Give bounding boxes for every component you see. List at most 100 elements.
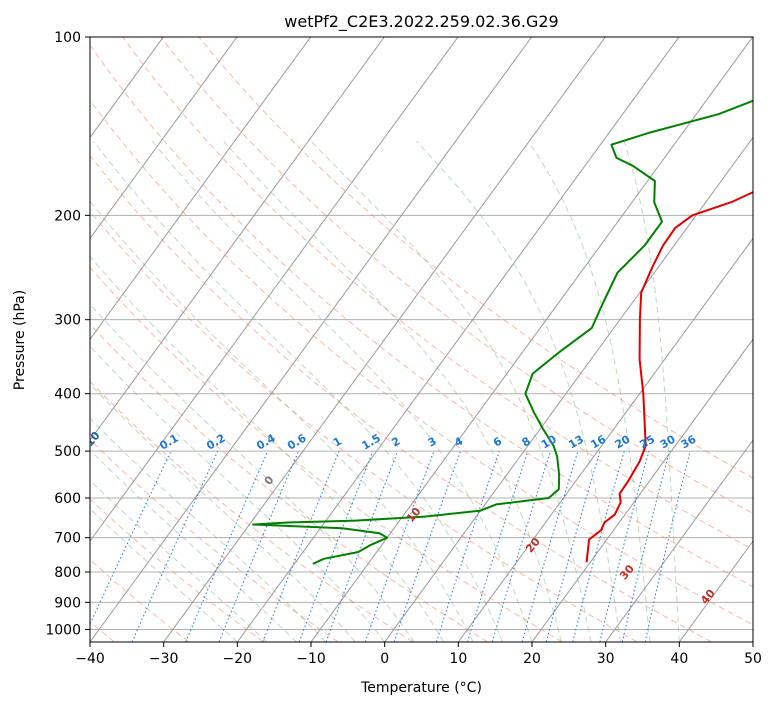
y-tick-label: 800: [54, 565, 81, 581]
isotherm-line: [90, 37, 459, 542]
x-tick-label: 50: [744, 651, 762, 667]
mixing-ratio-line: [491, 450, 552, 642]
moist-adiabat-line: [528, 141, 651, 642]
isotherm-line: [531, 338, 753, 642]
isotherm-line: [90, 37, 238, 240]
mixing-ratio-label: 30: [658, 432, 678, 451]
x-tick-label: −10: [296, 651, 326, 667]
plot-frame: [89, 36, 754, 643]
x-tick-label: 30: [597, 651, 615, 667]
y-axis-label: Pressure (hPa): [12, 290, 28, 390]
x-tick-label: −30: [149, 651, 179, 667]
dry-adiabat-line: [90, 323, 488, 642]
y-tick-label: 300: [54, 313, 81, 329]
mixing-ratio-line: [599, 450, 650, 642]
moist-adiabat-line: [90, 345, 386, 642]
y-tick-label: 700: [54, 531, 81, 547]
dry-adiabat-line: [90, 498, 264, 642]
mixing-ratio-line: [644, 450, 691, 642]
mixing-ratio-label: 4: [452, 434, 465, 449]
dry-adiabat-line: [160, 37, 753, 514]
x-tick-label: 10: [449, 651, 467, 667]
x-tick-label: −20: [223, 651, 253, 667]
isotherm-line: [752, 641, 753, 642]
mixing-ratio-line: [364, 450, 435, 642]
mixing-ratio-label: 36: [679, 432, 699, 451]
mixing-ratio-label: 10: [539, 432, 559, 451]
dry-adiabat-line: [90, 266, 563, 642]
dry-adiabat-line: [122, 37, 753, 551]
moist-adiabat-line: [310, 140, 592, 642]
mixing-ratio-label: 0.1: [157, 432, 180, 453]
mixing-ratio-line: [435, 450, 500, 642]
y-tick-label: 500: [54, 444, 81, 460]
y-tick-label: 1000: [45, 622, 81, 638]
chart-title: wetPf2_C2E3.2022.259.02.36.G29: [284, 12, 558, 32]
moist-adiabat-line: [90, 479, 268, 642]
dry-adiabat-label: -10: [80, 429, 103, 453]
mixing-ratio-label: 0.6: [285, 431, 309, 452]
isotherm-line: [163, 37, 606, 642]
mixing-ratio-line: [572, 450, 625, 642]
temperature-line: [585, 191, 753, 563]
mixing-ratio-label: 25: [637, 433, 657, 452]
dry-adiabat-line: [90, 438, 339, 642]
moist-adiabat-line: [223, 140, 562, 642]
moist-adiabat-line: [93, 140, 503, 642]
isotherm-line: [90, 37, 312, 341]
moist-adiabat-line: [90, 200, 474, 642]
y-tick-label: 100: [54, 30, 81, 46]
mixing-ratio-line: [545, 450, 601, 642]
moist-adiabat-line: [90, 303, 415, 642]
mixing-ratio-label: 3: [426, 435, 439, 450]
dewpoint-line: [252, 99, 753, 565]
mixing-ratio-line: [325, 450, 399, 642]
y-tick-label: 600: [54, 491, 81, 507]
mixing-ratio-line: [521, 450, 579, 642]
x-axis-label: Temperature (°C): [360, 680, 482, 696]
isotherm-line: [457, 237, 753, 642]
mixing-ratio-line: [621, 450, 670, 642]
isotherm-line: [384, 136, 753, 642]
y-tick-label: 400: [54, 387, 81, 403]
moist-adiabat-line: [90, 255, 445, 642]
y-tick-label: 200: [54, 208, 81, 224]
x-tick-label: −40: [75, 651, 105, 667]
mixing-ratio-line: [90, 450, 172, 626]
isotherm-line: [236, 37, 680, 642]
isotherm-line: [90, 37, 385, 442]
moist-adiabat-line: [90, 508, 238, 642]
isotherm-line: [605, 439, 753, 642]
dry-adiabat-line: [90, 154, 712, 642]
moist-adiabat-line: [90, 417, 327, 642]
mixing-ratio-label: 0.4: [254, 431, 278, 452]
mixing-ratio-line: [131, 450, 219, 642]
dry-adiabat-line: [90, 99, 753, 626]
mixing-ratio-line: [393, 450, 461, 642]
isotherm-line: [678, 540, 753, 642]
moist-adiabat-line: [90, 449, 297, 642]
moist-adiabat-line: [416, 140, 621, 642]
dry-adiabat-line: [198, 37, 753, 479]
x-tick-label: 40: [670, 651, 688, 667]
x-tick-label: 0: [380, 651, 389, 667]
mixing-ratio-label: 20: [613, 432, 633, 451]
mixing-ratio-label: 16: [588, 432, 608, 451]
dry-adiabat-line: [90, 380, 414, 642]
moist-adiabat-line: [623, 141, 680, 642]
isotherm-line: [90, 37, 533, 642]
moist-adiabat-line: [90, 383, 356, 642]
dry-adiabat-line: [90, 210, 638, 642]
moist-adiabat-label: 30: [617, 562, 637, 582]
x-tick-label: 20: [523, 651, 541, 667]
moist-adiabat-line: [151, 140, 533, 642]
mixing-ratio-line: [218, 450, 299, 642]
mixing-ratio-label: 0.2: [204, 432, 227, 453]
mixing-ratio-label: 2: [389, 435, 402, 450]
dry-adiabat-line: [90, 558, 190, 642]
mixing-ratio-line: [298, 450, 374, 642]
mixing-ratio-line: [262, 450, 340, 642]
mixing-ratio-line: [467, 450, 529, 642]
mixing-ratio-label: 1.5: [359, 432, 382, 453]
